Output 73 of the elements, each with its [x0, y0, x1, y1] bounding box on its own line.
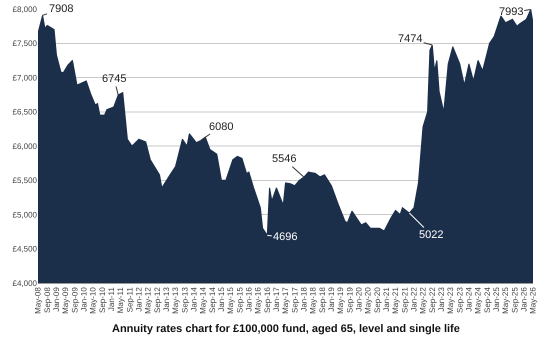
y-tick-label: £6,000: [12, 142, 38, 151]
x-tick-label: Jan-25: [492, 286, 502, 312]
x-tick-label: May-19: [336, 286, 346, 314]
text: Annuity rates chart for £100,000 fund, aged 65, level and single life: [112, 323, 460, 335]
x-tick-label: Sep-08: [42, 286, 52, 313]
x-tick-label: Jan-26: [520, 286, 529, 312]
annotation: 7993: [499, 6, 524, 18]
x-tick-label: May-24: [474, 286, 483, 314]
x-tick-label: May-10: [88, 286, 98, 314]
x-tick-label: Sep-16: [262, 286, 272, 313]
x-tick-label: Sep-11: [125, 286, 134, 312]
x-tick-label: May-18: [308, 286, 318, 314]
x-tick-label: Sep-17: [290, 286, 300, 313]
annotation: 5022: [419, 229, 444, 241]
x-tick-label: Jan-09: [52, 286, 62, 312]
y-tick-label: £7,500: [12, 39, 38, 48]
annotation: 4696: [273, 231, 298, 243]
x-tick-label: Sep-23: [455, 286, 464, 313]
x-tick-label: May-13: [171, 286, 180, 314]
x-tick-label: May-12: [144, 286, 153, 314]
x-tick-label: Sep-22: [428, 286, 437, 313]
x-tick-label: Sep-25: [510, 286, 520, 313]
x-tick-label: May-23: [446, 286, 456, 314]
y-tick-label: £4,500: [12, 244, 38, 254]
annotation: 6745: [102, 73, 126, 85]
x-tick-label: Jan-17: [272, 286, 282, 312]
x-tick-label: Sep-20: [372, 286, 382, 313]
x-tick-label: May-09: [61, 286, 70, 314]
x-tick-label: Sep-21: [400, 286, 410, 313]
x-tick-label: May-08: [34, 286, 43, 314]
x-tick-label: Jan-14: [190, 286, 199, 312]
x-tick-label: Sep-09: [70, 286, 80, 313]
x-tick-label: May-15: [226, 286, 236, 314]
x-tick-label: May-25: [501, 286, 510, 314]
x-tick-label: Jan-21: [382, 286, 392, 312]
y-tick-label: £4,000: [12, 278, 38, 288]
y-tick-label: £7,000: [12, 73, 38, 82]
x-tick-label: Jan-16: [244, 286, 254, 312]
x-tick-label: Sep-18: [318, 286, 327, 313]
x-tick-label: Jan-22: [410, 286, 419, 312]
x-tick-label: May-14: [198, 286, 208, 314]
x-tick-label: Jan-15: [217, 286, 226, 312]
x-tick-label: Sep-13: [180, 286, 190, 313]
x-tick-label: May-22: [418, 286, 428, 314]
x-tick-label: May-21: [391, 286, 400, 314]
x-tick-label: Jan-24: [464, 286, 474, 312]
x-tick-label: Sep-24: [482, 286, 492, 313]
x-tick-label: Sep-19: [345, 286, 354, 313]
x-tick-label: May-16: [254, 286, 263, 314]
x-tick-label: Jan-20: [354, 286, 364, 312]
y-tick-label: £5,000: [12, 210, 38, 220]
annotation: 6080: [209, 121, 234, 133]
y-tick-label: £8,000: [12, 4, 38, 14]
x-tick-label: Sep-12: [152, 286, 162, 313]
x-tick-label: May-11: [116, 286, 126, 314]
x-tick-label: Jan-18: [300, 286, 309, 312]
x-tick-label: May-20: [364, 286, 373, 314]
x-tick-label: Jan-19: [327, 286, 336, 312]
x-tick-label: Jan-10: [80, 286, 89, 312]
x-tick-label: Jan-23: [437, 286, 446, 312]
annotation: 7908: [49, 3, 74, 15]
x-tick-label: Sep-14: [208, 286, 217, 313]
y-tick-label: £5,500: [12, 176, 38, 186]
y-tick-label: £6,500: [12, 108, 38, 117]
x-tick-label: Sep-15: [235, 286, 244, 313]
x-tick-label: May-26: [528, 286, 538, 314]
x-tick-label: Jan-12: [134, 286, 144, 312]
x-tick-label: Sep-10: [98, 286, 107, 313]
x-tick-label: Jan-11: [107, 286, 116, 312]
x-tick-label: May-17: [281, 286, 290, 314]
x-tick-label: Jan-13: [162, 286, 172, 312]
annotation: 7474: [398, 33, 422, 45]
annotation: 5546: [272, 153, 296, 165]
